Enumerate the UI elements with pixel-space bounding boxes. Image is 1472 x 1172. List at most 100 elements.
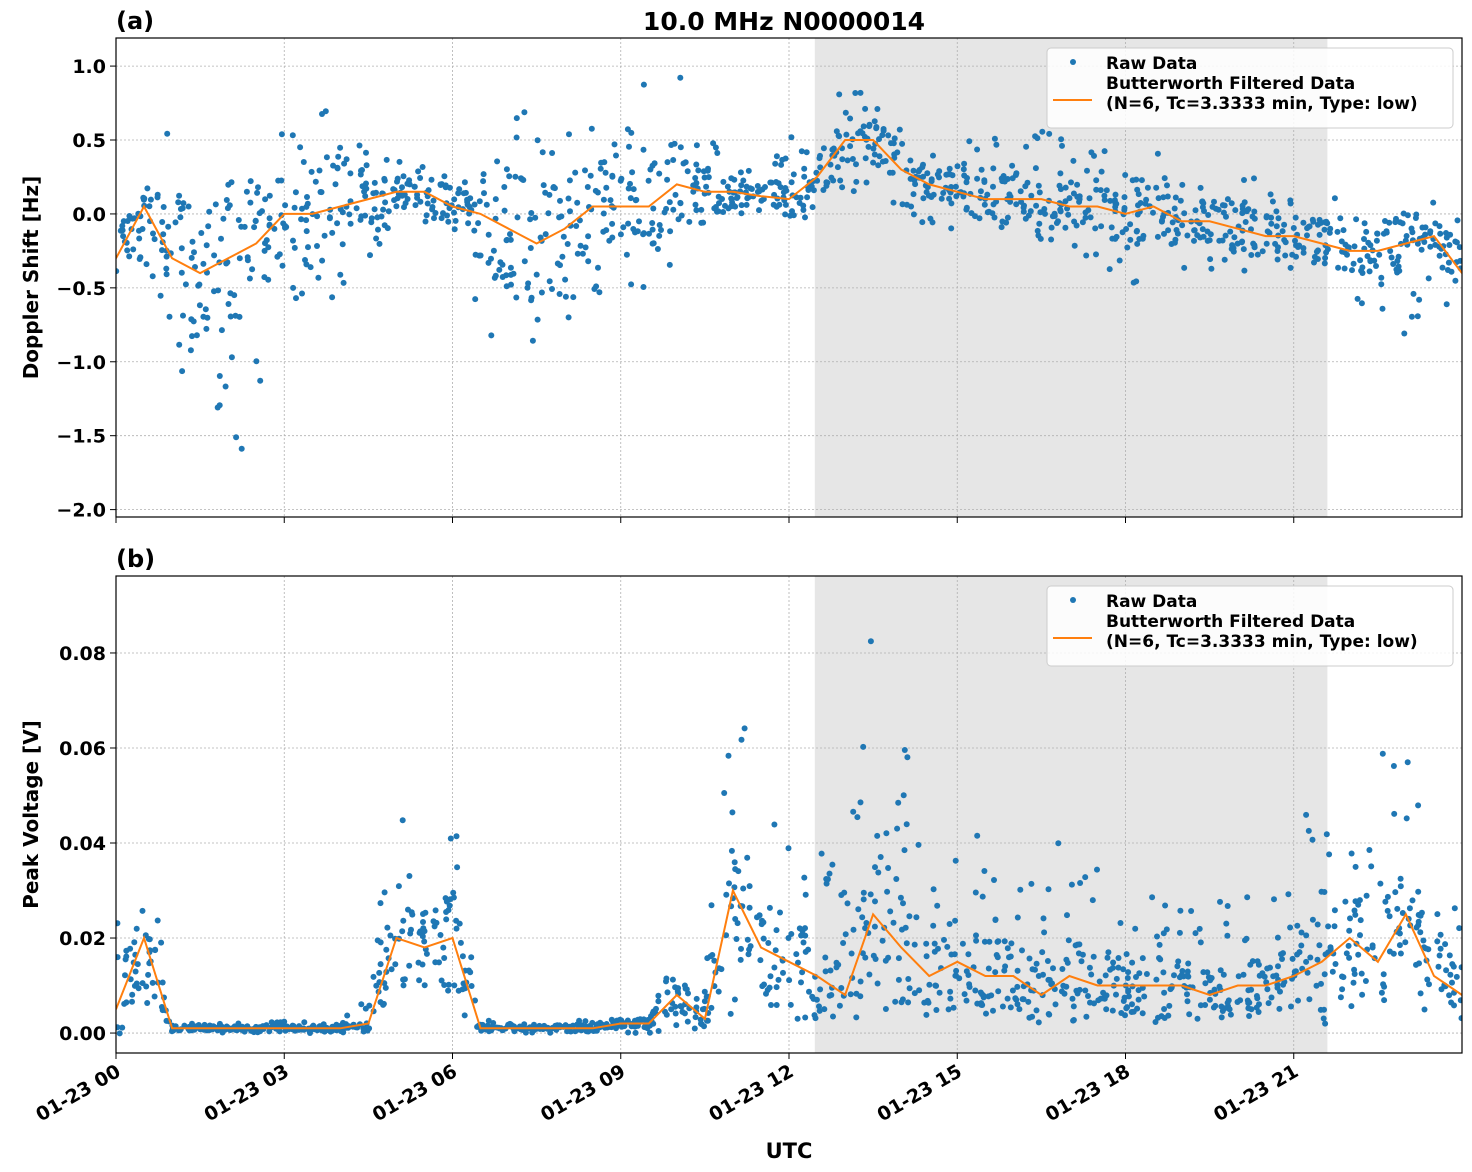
raw-data-point — [377, 999, 384, 1006]
raw-data-point — [655, 992, 662, 999]
raw-data-point — [1373, 237, 1380, 244]
raw-data-point — [940, 190, 947, 196]
raw-data-point — [1035, 182, 1042, 189]
raw-data-point — [854, 814, 861, 821]
raw-data-point — [300, 159, 307, 165]
raw-data-point — [771, 821, 778, 828]
raw-data-point — [399, 184, 405, 191]
raw-data-point — [259, 208, 265, 215]
raw-data-point — [664, 989, 671, 996]
raw-data-point — [994, 938, 1001, 945]
raw-data-point — [836, 1002, 843, 1009]
raw-data-point — [399, 817, 406, 824]
raw-data-point — [731, 859, 738, 866]
raw-data-point — [1292, 237, 1298, 244]
raw-data-point — [1316, 942, 1323, 949]
raw-data-point — [1457, 257, 1462, 264]
raw-data-point — [1374, 230, 1381, 237]
raw-data-point — [279, 262, 286, 269]
raw-data-point — [347, 170, 354, 177]
raw-data-point — [1311, 253, 1318, 260]
raw-data-point — [158, 939, 165, 946]
raw-data-point — [973, 932, 979, 939]
raw-data-point — [225, 301, 232, 307]
raw-data-point — [693, 995, 700, 1002]
raw-data-point — [310, 1022, 317, 1029]
raw-data-point — [1273, 208, 1280, 215]
raw-data-point — [1050, 965, 1056, 972]
raw-data-point — [841, 889, 848, 896]
raw-data-point — [1171, 205, 1178, 212]
raw-data-point — [450, 889, 457, 896]
raw-data-point — [384, 924, 391, 931]
raw-data-point — [903, 201, 910, 208]
raw-data-point — [1241, 267, 1248, 274]
raw-data-point — [1135, 996, 1142, 1003]
raw-data-point — [773, 203, 780, 210]
raw-data-point — [254, 189, 261, 196]
raw-data-point — [450, 894, 457, 901]
raw-data-point — [602, 169, 609, 176]
raw-data-point — [1077, 880, 1084, 886]
raw-data-point — [1437, 931, 1444, 938]
raw-data-point — [847, 991, 854, 998]
raw-data-point — [1083, 252, 1090, 259]
x-tick-label: 01-23 21 — [1210, 1060, 1302, 1126]
raw-data-point — [732, 203, 739, 210]
raw-data-point — [133, 980, 140, 987]
raw-data-point — [889, 169, 896, 176]
raw-data-point — [611, 141, 618, 148]
raw-data-point — [1442, 941, 1449, 948]
raw-data-point — [159, 979, 166, 986]
raw-data-point — [1020, 996, 1027, 1003]
raw-data-point — [406, 177, 413, 184]
raw-data-point — [471, 201, 478, 208]
raw-data-point — [172, 219, 179, 226]
raw-data-point — [417, 175, 424, 181]
raw-data-point — [339, 241, 346, 248]
raw-data-point — [483, 201, 490, 208]
raw-data-point — [1127, 221, 1134, 228]
raw-data-point — [1004, 214, 1011, 221]
raw-data-point — [822, 968, 829, 975]
raw-data-point — [119, 1024, 126, 1031]
raw-data-point — [669, 976, 676, 983]
raw-data-point — [1003, 219, 1010, 226]
raw-data-point — [1037, 235, 1044, 242]
raw-data-point — [1019, 947, 1025, 954]
raw-data-point — [485, 259, 492, 266]
raw-data-point — [833, 959, 840, 966]
raw-data-point — [760, 919, 767, 926]
raw-data-point — [778, 161, 785, 168]
x-tick-label: 01-23 09 — [537, 1060, 629, 1126]
raw-data-point — [542, 231, 549, 238]
raw-data-point — [1452, 277, 1459, 284]
raw-data-point — [1101, 197, 1108, 203]
raw-data-point — [1263, 979, 1270, 986]
raw-data-point — [754, 914, 760, 921]
raw-data-point — [1235, 973, 1242, 980]
raw-data-point — [432, 210, 439, 216]
raw-data-point — [952, 857, 959, 864]
raw-data-point — [835, 132, 842, 139]
raw-data-point — [995, 988, 1002, 995]
raw-data-point — [686, 218, 693, 225]
raw-data-point — [1254, 251, 1261, 258]
raw-data-point — [1164, 193, 1171, 200]
raw-data-point — [129, 998, 135, 1005]
raw-data-point — [714, 150, 721, 156]
raw-data-point — [1062, 184, 1069, 191]
raw-data-point — [902, 924, 909, 931]
raw-data-point — [1331, 907, 1338, 914]
raw-data-point — [1409, 897, 1416, 904]
raw-data-point — [1103, 187, 1110, 194]
raw-data-point — [919, 219, 926, 226]
raw-data-point — [1101, 148, 1108, 155]
raw-data-point — [442, 182, 449, 189]
raw-data-point — [1325, 923, 1332, 930]
raw-data-point — [1268, 994, 1275, 1001]
raw-data-point — [818, 850, 825, 857]
raw-data-point — [570, 294, 577, 301]
raw-data-point — [871, 118, 878, 125]
raw-data-point — [891, 135, 898, 142]
